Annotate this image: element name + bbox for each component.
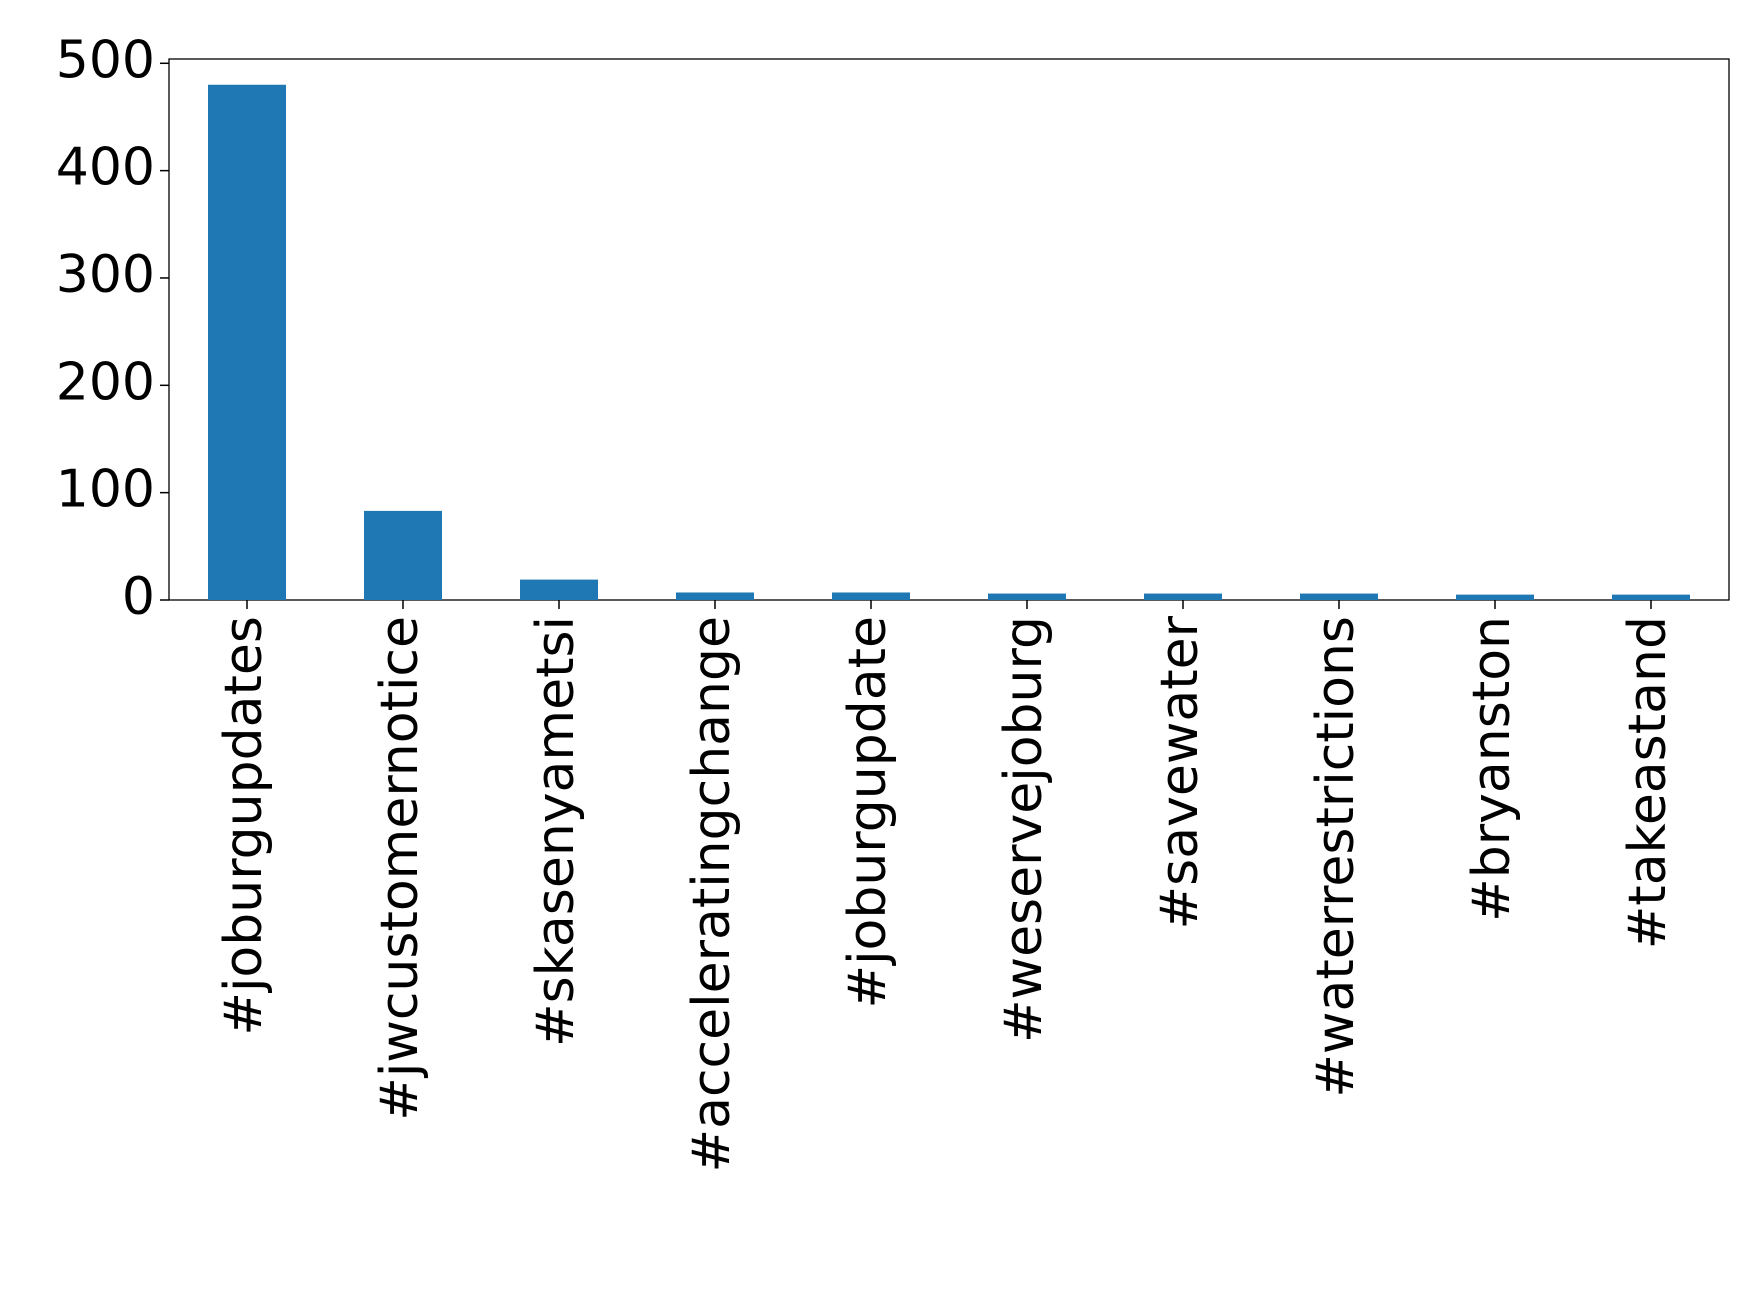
bar: [1612, 594, 1690, 600]
x-tick-label: #skasenyametsi: [526, 616, 586, 1047]
y-tick-label: 200: [56, 352, 155, 412]
bar: [208, 84, 286, 600]
x-tick-label: #weservejoburg: [994, 616, 1054, 1043]
x-tick-label: #takeastand: [1618, 616, 1678, 949]
x-tick-label: #savewater: [1150, 615, 1210, 929]
bar: [832, 592, 910, 600]
x-tick-label: #joburgupdate: [838, 616, 898, 1009]
bar: [1144, 593, 1222, 600]
bar: [1300, 593, 1378, 600]
y-tick-label: 400: [56, 138, 155, 198]
bar: [1456, 594, 1534, 600]
y-tick-label: 500: [56, 30, 155, 90]
x-tick-label: #jwcustomernotice: [370, 616, 430, 1121]
y-tick-label: 0: [122, 567, 155, 627]
x-tick-label: #bryanston: [1462, 616, 1522, 922]
x-tick-label: #joburgupdates: [214, 616, 274, 1036]
y-tick-label: 300: [56, 245, 155, 305]
y-tick-label: 100: [56, 460, 155, 520]
bar: [676, 592, 754, 600]
bar: [988, 593, 1066, 600]
bar: [520, 579, 598, 600]
x-tick-label: #waterrestrictions: [1306, 616, 1366, 1098]
x-tick-label: #acceleratingchange: [682, 616, 742, 1172]
plot-frame: [168, 58, 1730, 601]
bar: [364, 510, 442, 600]
